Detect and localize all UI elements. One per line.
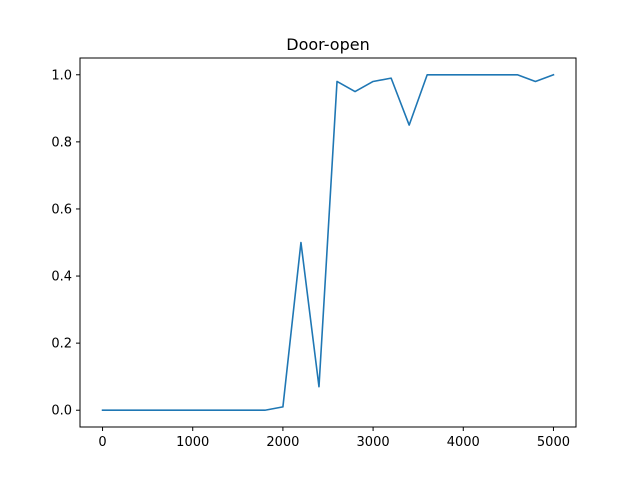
- x-tick-label: 3000: [357, 435, 390, 450]
- x-tick-label: 2000: [266, 435, 299, 450]
- x-tick-label: 1000: [176, 435, 209, 450]
- series-line-0: [101, 73, 555, 412]
- x-tick-label: 0: [98, 435, 106, 450]
- x-axis: 0 1000 2000 3000 4000 5000: [98, 427, 570, 450]
- plot-area: [101, 73, 555, 412]
- y-tick-label: 0.6: [51, 202, 72, 217]
- y-axis: 0.0 0.2 0.4 0.6 0.8 1.0: [51, 68, 80, 419]
- y-tick-label: 0.8: [51, 135, 72, 150]
- axes-frame: [79, 57, 577, 428]
- y-tick-label: 0.2: [51, 337, 72, 352]
- x-tick-label: 4000: [447, 435, 480, 450]
- y-tick-label: 1.0: [51, 68, 72, 83]
- x-tick-label: 5000: [537, 435, 570, 450]
- y-tick-label: 0.0: [51, 404, 72, 419]
- chart-title: Door-open: [286, 35, 369, 54]
- y-tick-label: 0.4: [51, 270, 72, 285]
